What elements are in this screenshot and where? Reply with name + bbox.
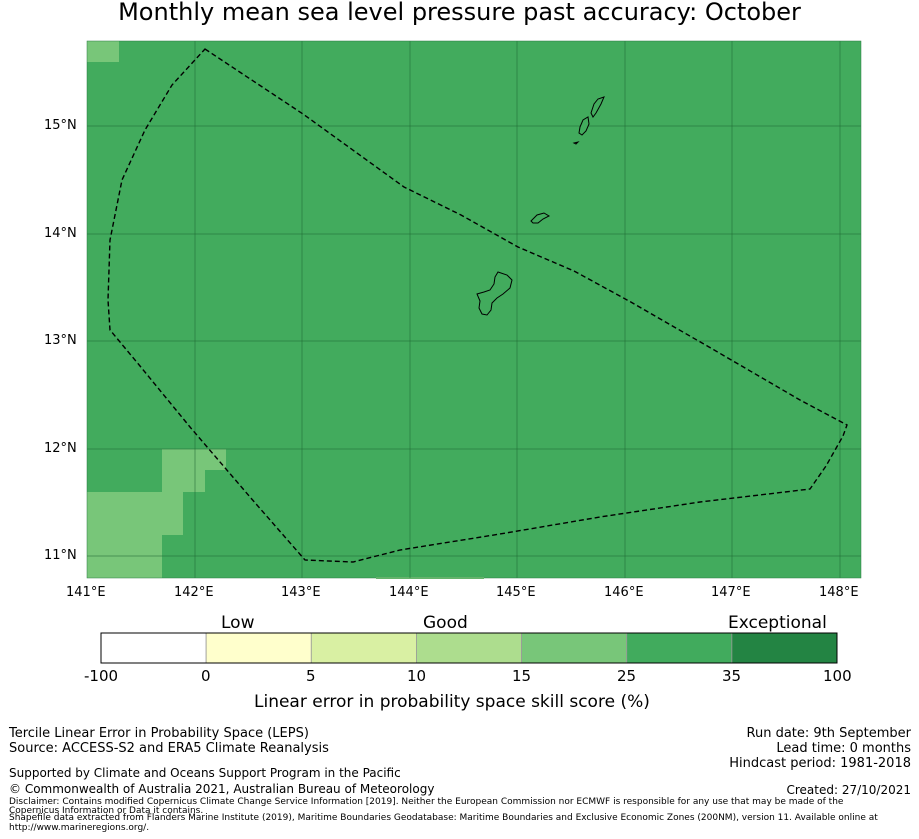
map-background xyxy=(87,41,861,578)
colorbar-tick: 0 xyxy=(201,667,211,685)
source-text: Source: ACCESS-S2 and ERA5 Climate Reana… xyxy=(9,741,329,756)
colorbar-label: Linear error in probability space skill … xyxy=(254,692,650,712)
colorbar-category-exceptional: Exceptional xyxy=(728,613,827,633)
colorbar-tick: -100 xyxy=(84,667,119,685)
lon-tick-143e: 143°E xyxy=(281,585,321,600)
island-guam xyxy=(476,271,513,316)
lat-tick-12n: 12°N xyxy=(44,441,77,456)
lead-time-text: Lead time: 0 months xyxy=(776,741,911,756)
gridlines xyxy=(87,41,861,578)
colorbar-segment xyxy=(521,632,628,664)
support-text: Supported by Climate and Oceans Support … xyxy=(9,766,401,780)
island-tinian xyxy=(578,116,590,136)
shapefile-line-2: http://www.marineregions.org/. xyxy=(9,823,150,833)
colorbar-tick: 5 xyxy=(306,667,316,685)
lat-tick-15n: 15°N xyxy=(44,118,77,133)
colorbar-tick: 35 xyxy=(722,667,742,685)
colorbar-segment xyxy=(731,632,838,664)
chart-title: Monthly mean sea level pressure past acc… xyxy=(118,0,801,26)
island-aguijan xyxy=(572,141,580,145)
colorbar xyxy=(100,632,838,664)
colorbar-tick: 10 xyxy=(407,667,427,685)
lon-tick-146e: 146°E xyxy=(604,585,644,600)
lat-tick-13n: 13°N xyxy=(44,333,77,348)
island-rota xyxy=(530,212,551,224)
map xyxy=(86,40,862,579)
run-date-text: Run date: 9th September xyxy=(746,726,911,741)
colorbar-category-good: Good xyxy=(423,613,468,633)
eez-boundary xyxy=(107,48,848,563)
colorbar-segment xyxy=(626,632,733,664)
lon-tick-147e: 147°E xyxy=(711,585,751,600)
copyright-text: © Commonwealth of Australia 2021, Austra… xyxy=(9,782,435,796)
created-text: Created: 27/10/2021 xyxy=(786,783,911,797)
colorbar-tick: 25 xyxy=(617,667,637,685)
lon-tick-144e: 144°E xyxy=(389,585,429,600)
hindcast-text: Hindcast period: 1981-2018 xyxy=(729,756,911,771)
lon-tick-148e: 148°E xyxy=(819,585,859,600)
colorbar-tick: 100 xyxy=(823,667,852,685)
colorbar-segment xyxy=(205,632,312,664)
island-saipan xyxy=(590,96,605,118)
lat-tick-11n: 11°N xyxy=(44,548,77,563)
islands xyxy=(476,96,605,316)
method-text: Tercile Linear Error in Probability Spac… xyxy=(9,726,309,741)
shapefile-line-1: Shapefile data extracted from Flanders M… xyxy=(9,813,878,823)
lon-tick-141e: 141°E xyxy=(66,585,106,600)
colorbar-tick: 15 xyxy=(512,667,532,685)
colorbar-segment xyxy=(310,632,417,664)
colorbar-category-low: Low xyxy=(221,613,255,633)
lat-tick-14n: 14°N xyxy=(44,226,77,241)
colorbar-segment xyxy=(100,632,207,664)
lon-tick-145e: 145°E xyxy=(496,585,536,600)
disclaimer-line-1: Disclaimer: Contains modified Copernicus… xyxy=(9,797,844,807)
lon-tick-142e: 142°E xyxy=(174,585,214,600)
colorbar-segment xyxy=(416,632,522,664)
disclaimer-line-2: Copernicus Information or Data it contai… xyxy=(9,806,204,816)
